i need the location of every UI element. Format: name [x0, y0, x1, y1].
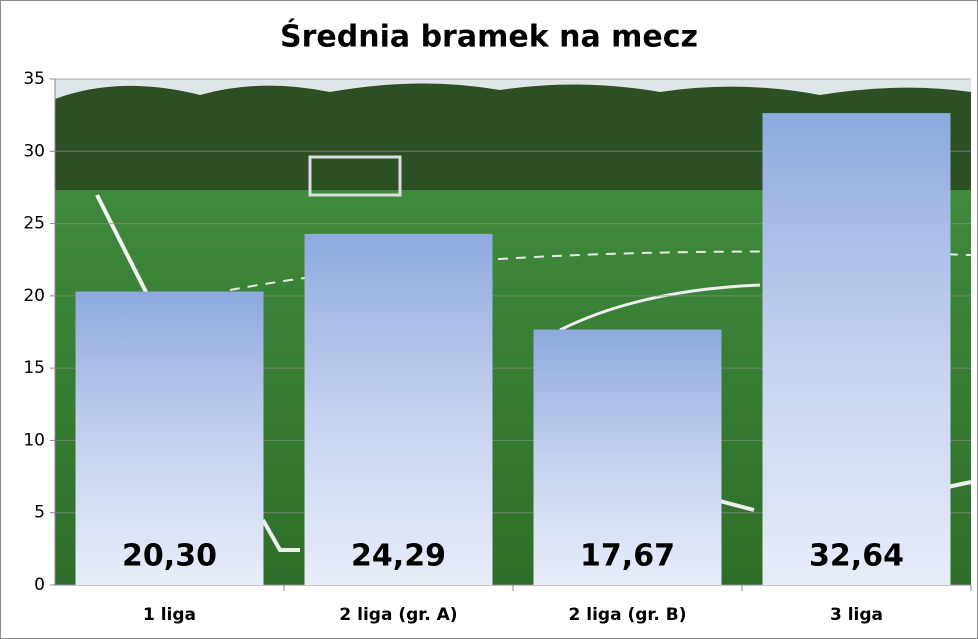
y-tick-label: 35: [23, 69, 45, 89]
value-label: 32,64: [809, 539, 904, 574]
x-tick-label: 2 liga (gr. A): [339, 605, 457, 625]
y-tick-label: 30: [23, 141, 45, 161]
value-label: 17,67: [580, 539, 675, 574]
x-tick-label: 1 liga: [143, 605, 196, 625]
x-tick-label: 2 liga (gr. B): [569, 605, 687, 625]
value-label: 20,30: [122, 539, 217, 574]
chart-title: Średnia bramek na mecz: [280, 18, 698, 55]
bar: [304, 233, 493, 585]
y-tick-label: 5: [34, 503, 45, 523]
y-tick-label: 15: [23, 358, 45, 378]
value-label: 24,29: [351, 539, 446, 574]
y-tick-label: 25: [23, 214, 45, 234]
bar: [762, 113, 951, 585]
y-tick-label: 20: [23, 286, 45, 306]
bar: [75, 291, 264, 585]
y-tick-label: 10: [23, 430, 45, 450]
bar: [533, 329, 722, 585]
y-tick-label: 0: [34, 575, 45, 595]
x-tick-label: 3 liga: [830, 605, 883, 625]
